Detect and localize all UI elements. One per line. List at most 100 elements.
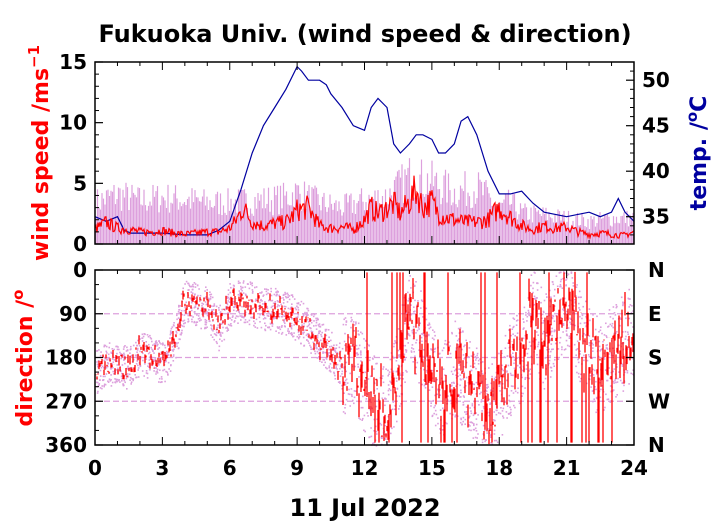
- direction-spread-dot: [143, 333, 146, 335]
- direction-spread-dot: [464, 385, 467, 387]
- direction-spread-dot: [287, 330, 289, 332]
- direction-spread-dot: [270, 299, 272, 302]
- direction-spread-dot: [299, 304, 301, 306]
- direction-spread-dot: [104, 383, 107, 386]
- direction-spread-dot: [341, 388, 343, 390]
- direction-spread-dot: [592, 368, 594, 371]
- direction-spread-dot: [276, 293, 278, 296]
- direction-spread-dot: [373, 430, 375, 432]
- direction-spread-dot: [248, 287, 251, 290]
- direction-spread-dot: [170, 364, 172, 366]
- direction-spread-dot: [473, 362, 476, 365]
- direction-spread-dot: [166, 354, 169, 356]
- direction-spread-dot: [585, 322, 588, 324]
- direction-spread-dot: [507, 342, 509, 344]
- direction-spread-dot: [264, 328, 266, 331]
- direction-spread-dot: [187, 314, 189, 317]
- direction-spread-dot: [421, 300, 424, 303]
- direction-spread-dot: [184, 306, 186, 309]
- direction-spread-dot: [427, 324, 430, 326]
- direction-spread-dot: [594, 339, 596, 341]
- direction-spread-dot: [171, 326, 174, 328]
- direction-spread-dot: [607, 326, 609, 328]
- direction-spread-dot: [137, 339, 139, 342]
- direction-spread-dot: [588, 355, 591, 358]
- direction-spread-dot: [328, 366, 330, 369]
- direction-spread-dot: [280, 297, 282, 299]
- direction-spread-dot: [201, 313, 204, 315]
- direction-spread-dot: [420, 299, 423, 301]
- direction-tick-label: 360: [45, 433, 87, 457]
- direction-spread-dot: [501, 410, 504, 412]
- direction-spread-dot: [314, 350, 316, 353]
- direction-spread-dot: [369, 375, 372, 378]
- direction-spread-dot: [622, 304, 624, 307]
- direction-spread-dot: [230, 319, 233, 321]
- direction-spread-dot: [288, 332, 290, 335]
- direction-spread-dot: [297, 337, 300, 340]
- direction-spread-dot: [376, 362, 378, 365]
- direction-spread-dot: [439, 394, 441, 396]
- direction-spread-dot: [190, 315, 193, 317]
- direction-spread-dot: [307, 321, 310, 323]
- direction-spread-dot: [554, 342, 557, 345]
- direction-spread-dot: [254, 322, 256, 325]
- direction-spread-dot: [621, 363, 624, 366]
- top-plot-frame: [94, 61, 635, 245]
- direction-spread-dot: [419, 322, 421, 325]
- direction-spread-dot: [399, 354, 401, 356]
- direction-spread-dot: [313, 325, 315, 327]
- direction-spread-dot: [559, 280, 562, 283]
- wind-speed-line: [94, 175, 635, 240]
- direction-spread-dot: [495, 413, 498, 416]
- direction-spread-dot: [451, 388, 453, 391]
- direction-spread-dot: [323, 351, 325, 354]
- direction-spread-dot: [129, 352, 131, 354]
- direction-spread-dot: [454, 320, 457, 323]
- direction-spread-dot: [468, 424, 470, 426]
- direction-spread-dot: [516, 357, 518, 359]
- direction-spread-dot: [165, 370, 167, 373]
- direction-spread-dot: [355, 321, 357, 323]
- direction-spread-dot: [208, 300, 210, 302]
- direction-spread-dot: [452, 373, 454, 375]
- direction-spread-dot: [553, 295, 556, 297]
- direction-spread-dot: [434, 424, 437, 427]
- direction-spread-dot: [584, 334, 587, 336]
- direction-spread-dot: [307, 340, 309, 342]
- direction-spread-dot: [144, 363, 146, 365]
- direction-spread-dot: [136, 349, 139, 351]
- direction-spread-dot: [579, 380, 581, 383]
- direction-spread-dot: [475, 430, 478, 432]
- direction-spread-dot: [428, 323, 431, 326]
- direction-spread-dot: [222, 326, 224, 329]
- direction-spread-dot: [390, 432, 392, 435]
- direction-spread-dot: [164, 344, 166, 347]
- direction-spread-dot: [301, 324, 303, 326]
- direction-spread-dot: [515, 324, 518, 326]
- direction-spread-dot: [513, 318, 516, 320]
- direction-spread-dot: [164, 346, 167, 349]
- direction-spread-dot: [219, 331, 222, 334]
- direction-spread-dot: [528, 377, 531, 380]
- direction-spread-dot: [376, 388, 378, 390]
- direction-spread-dot: [540, 301, 542, 304]
- direction-spread-dot: [532, 287, 534, 290]
- direction-spread-dot: [162, 344, 164, 346]
- direction-spread-dot: [606, 336, 608, 339]
- direction-spread-dot: [578, 307, 580, 309]
- direction-spread-dot: [171, 341, 174, 343]
- direction-spread-dot: [316, 334, 319, 337]
- direction-spread-dot: [182, 320, 184, 322]
- direction-spread-dot: [344, 344, 346, 347]
- direction-spread-dot: [447, 395, 449, 397]
- direction-spread-dot: [491, 443, 494, 445]
- direction-spread-dot: [612, 306, 615, 308]
- direction-spread-dot: [283, 321, 285, 323]
- direction-spread-dot: [325, 358, 328, 360]
- direction-spread-dot: [110, 385, 113, 387]
- direction-spread-dot: [456, 415, 459, 417]
- direction-spread-dot: [368, 359, 371, 362]
- direction-spread-dot: [137, 367, 140, 369]
- direction-spread-dot: [315, 346, 318, 349]
